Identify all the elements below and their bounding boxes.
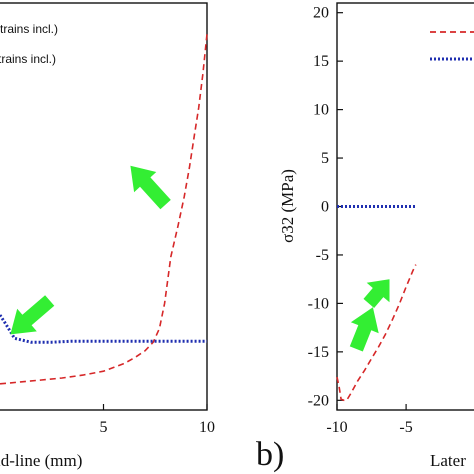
left-series-dashed-line: [0, 33, 208, 385]
right-y-tick-label: -15: [308, 344, 329, 361]
left-legend-entry-2-label: trains incl.): [0, 52, 56, 66]
right-y-tick-label: 5: [321, 150, 329, 167]
left-series-dotted-line: [0, 314, 207, 344]
left-green-arrow: [130, 165, 171, 210]
left-annotation-arrows: [10, 165, 171, 335]
right-chart-panel: b) -10 -5 20 15 10 5 0 -5 -10 -15 -20 σ32 (MPa) La…: [256, 2, 474, 473]
right-y-tick-label: -20: [308, 392, 329, 409]
panel-label-b: b): [256, 436, 284, 473]
right-y-tick-label: 10: [313, 102, 329, 119]
right-green-arrow: [349, 307, 379, 352]
right-y-tick-label: -10: [308, 295, 329, 312]
left-x-tick-label: 10: [199, 419, 215, 436]
left-x-axis-label: id-line (mm): [0, 451, 82, 470]
left-x-tick-label: 5: [100, 419, 108, 436]
right-series-layer: [336, 205, 417, 402]
right-y-tick-label: 0: [321, 199, 329, 216]
left-legend-entry-1-label: trains incl.): [0, 22, 58, 36]
left-legend: trains incl.) trains incl.): [0, 22, 58, 66]
right-y-axis-label: σ32 (MPa): [278, 169, 297, 243]
left-chart-panel: 5 10 trains incl.) trains incl.) id-line …: [0, 2, 215, 470]
right-axis-ticks: -10 -5 20 15 10 5 0 -5 -10 -15 -20: [308, 5, 413, 436]
left-plot-frame: [0, 2, 208, 411]
right-x-tick-label: -5: [399, 419, 412, 436]
right-series-dashed-line: [336, 264, 417, 402]
right-annotation-arrows: [349, 279, 390, 352]
right-x-axis-label: Later: [430, 451, 466, 470]
left-series-layer: [0, 33, 208, 385]
right-legend: [430, 31, 474, 61]
right-y-tick-label: 20: [313, 5, 329, 22]
left-green-arrow: [10, 295, 55, 335]
right-green-arrow: [363, 279, 390, 308]
right-x-tick-label: -10: [326, 419, 347, 436]
right-y-tick-label: -5: [316, 247, 329, 264]
right-y-tick-label: 15: [313, 53, 329, 70]
left-x-ticks: 5 10: [100, 404, 215, 436]
